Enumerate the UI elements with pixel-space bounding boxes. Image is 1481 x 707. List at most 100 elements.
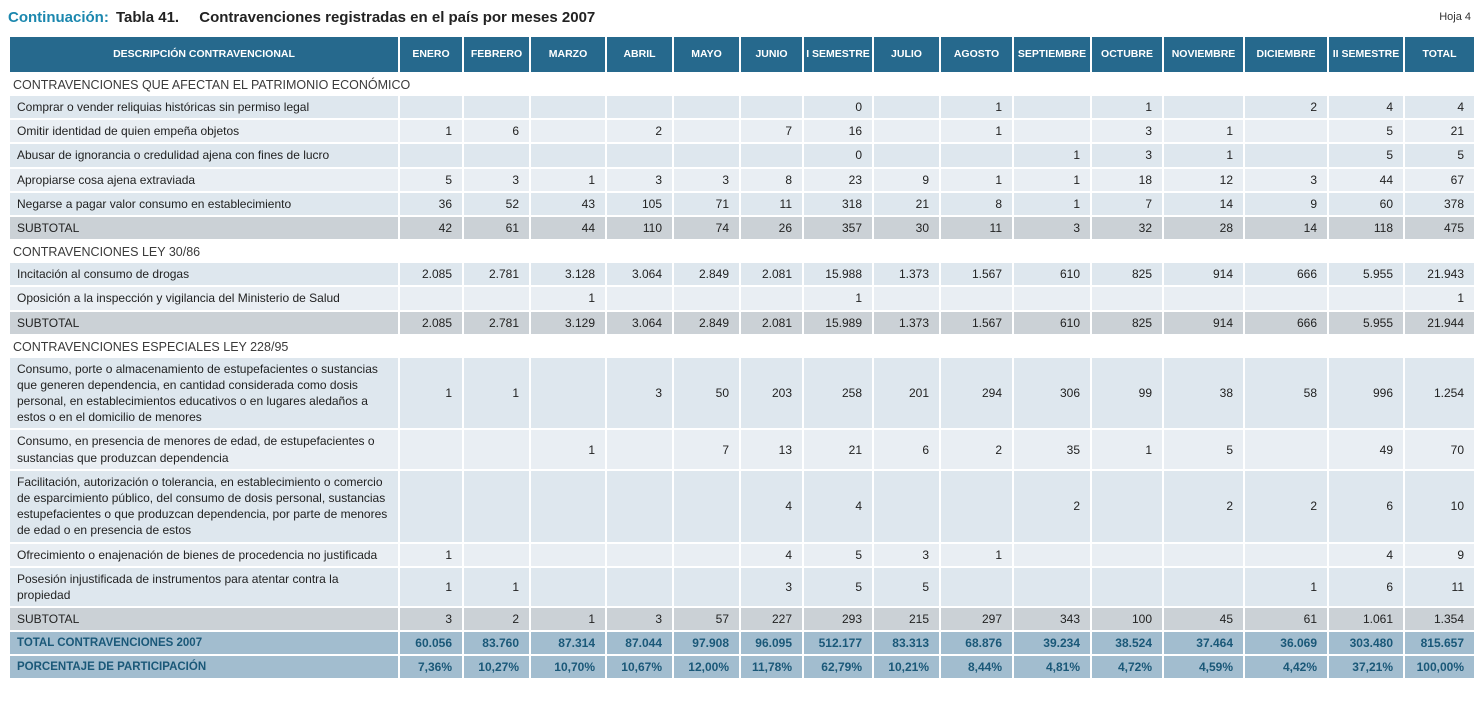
- value-cell-agosto: 8: [939, 190, 1014, 217]
- value-cell-total: 9: [1403, 541, 1476, 568]
- value-cell-i-semestre: 5: [802, 541, 874, 568]
- value-cell-febrero: 6: [462, 118, 531, 145]
- value-cell-total: 21.944: [1403, 309, 1476, 336]
- value-cell-febrero: [462, 93, 531, 121]
- value-cell-octubre: [1090, 541, 1164, 568]
- table-row: Consumo, en presencia de menores de edad…: [8, 428, 1476, 471]
- value-cell-noviembre: 14: [1162, 190, 1245, 217]
- table-row: Comprar o vender reliquias históricas si…: [8, 93, 1476, 121]
- value-cell-octubre: 18: [1090, 166, 1164, 193]
- value-cell-enero: 5: [398, 166, 464, 193]
- value-cell-octubre: 825: [1090, 261, 1164, 288]
- value-cell-noviembre: [1162, 565, 1245, 609]
- value-cell-i-semestre: 16: [802, 118, 874, 145]
- contraventions-table: DESCRIPCIÓN CONTRAVENCIONAL ENERO FEBRERO M…: [8, 35, 1476, 681]
- value-cell-enero: 1: [398, 355, 464, 431]
- column-header-noviembre: NOVIEMBRE: [1162, 35, 1245, 74]
- value-cell-total: 21.943: [1403, 261, 1476, 288]
- table-row: SUBTOTAL 3 2 1 3 57 227 293 215 297 343 100 45 61 1.06…: [8, 606, 1476, 633]
- value-cell-total: 4: [1403, 93, 1476, 121]
- value-cell-enero: 1: [398, 565, 464, 609]
- section-title: CONTRAVENCIONES LEY 30/86: [8, 239, 1476, 264]
- value-cell-marzo: 1: [529, 428, 607, 471]
- value-cell-junio: 8: [739, 166, 804, 193]
- row-label: Ofrecimiento o enajenación de bienes de …: [8, 541, 400, 568]
- column-header-julio: JULIO: [872, 35, 941, 74]
- row-label: Oposición a la inspección y vigilancia d…: [8, 285, 400, 312]
- table-row: Incitación al consumo de drogas 2.085 2.78…: [8, 261, 1476, 288]
- value-cell-diciembre: 9: [1243, 190, 1329, 217]
- value-cell-ii-semestre: 6: [1327, 468, 1405, 544]
- row-label: Abusar de ignorancia o credulidad ajena …: [8, 142, 400, 169]
- value-cell-enero: 1: [398, 541, 464, 568]
- value-cell-noviembre: [1162, 93, 1245, 121]
- value-cell-febrero: 3: [462, 166, 531, 193]
- value-cell-i-semestre: 0: [802, 93, 874, 121]
- column-header-marzo: MARZO: [529, 35, 607, 74]
- value-cell-febrero: [462, 285, 531, 312]
- value-cell-i-semestre: 15.988: [802, 261, 874, 288]
- value-cell-octubre: 3: [1090, 142, 1164, 169]
- value-cell-octubre: 38.524: [1090, 630, 1164, 657]
- value-cell-noviembre: 914: [1162, 261, 1245, 288]
- row-label: Posesión injustificada de instrumentos p…: [8, 565, 400, 609]
- value-cell-agosto: [939, 565, 1014, 609]
- value-cell-mayo: [672, 93, 741, 121]
- value-cell-i-semestre: 318: [802, 190, 874, 217]
- column-header-enero: ENERO: [398, 35, 464, 74]
- row-label: SUBTOTAL: [8, 309, 400, 336]
- value-cell-septiembre: 306: [1012, 355, 1092, 431]
- value-cell-abril: 3: [605, 166, 674, 193]
- value-cell-febrero: 83.760: [462, 630, 531, 657]
- value-cell-enero: 3: [398, 606, 464, 633]
- section-row: CONTRAVENCIONES QUE AFECTAN EL PATRIMONI…: [8, 72, 1476, 96]
- value-cell-agosto: [939, 468, 1014, 544]
- value-cell-junio: 11: [739, 190, 804, 217]
- value-cell-ii-semestre: 49: [1327, 428, 1405, 471]
- value-cell-agosto: [939, 142, 1014, 169]
- value-cell-julio: [872, 142, 941, 169]
- value-cell-junio: 4: [739, 468, 804, 544]
- value-cell-agosto: 1: [939, 166, 1014, 193]
- value-cell-ii-semestre: 4: [1327, 93, 1405, 121]
- value-cell-ii-semestre: 5: [1327, 142, 1405, 169]
- value-cell-mayo: 74: [672, 214, 741, 242]
- value-cell-total: 100,00%: [1403, 654, 1476, 681]
- value-cell-abril: [605, 142, 674, 169]
- table-row: Omitir identidad de quien empeña objetos…: [8, 118, 1476, 145]
- value-cell-noviembre: 38: [1162, 355, 1245, 431]
- value-cell-enero: 2.085: [398, 261, 464, 288]
- value-cell-mayo: 7: [672, 428, 741, 471]
- value-cell-julio: [872, 118, 941, 145]
- value-cell-marzo: 1: [529, 285, 607, 312]
- value-cell-abril: 105: [605, 190, 674, 217]
- value-cell-junio: 13: [739, 428, 804, 471]
- value-cell-diciembre: 666: [1243, 309, 1329, 336]
- value-cell-julio: [872, 93, 941, 121]
- value-cell-i-semestre: 357: [802, 214, 874, 242]
- value-cell-junio: 11,78%: [739, 654, 804, 681]
- value-cell-ii-semestre: 303.480: [1327, 630, 1405, 657]
- value-cell-diciembre: 36.069: [1243, 630, 1329, 657]
- section-row: CONTRAVENCIONES LEY 30/86: [8, 239, 1476, 264]
- value-cell-diciembre: 2: [1243, 93, 1329, 121]
- section-title: CONTRAVENCIONES QUE AFECTAN EL PATRIMONI…: [8, 72, 1476, 96]
- column-header-septiembre: SEPTIEMBRE: [1012, 35, 1092, 74]
- column-header-i-semestre: I SEMESTRE: [802, 35, 874, 74]
- value-cell-diciembre: 58: [1243, 355, 1329, 431]
- row-label: Apropiarse cosa ajena extraviada: [8, 166, 400, 193]
- value-cell-mayo: [672, 285, 741, 312]
- table-row: Facilitación, autorización o tolerancia,…: [8, 468, 1476, 544]
- table-row: Apropiarse cosa ajena extraviada 5 3 1 3 3 8 23…: [8, 166, 1476, 193]
- value-cell-octubre: 100: [1090, 606, 1164, 633]
- row-label: SUBTOTAL: [8, 606, 400, 633]
- value-cell-agosto: 1.567: [939, 309, 1014, 336]
- section-title: CONTRAVENCIONES ESPECIALES LEY 228/95: [8, 333, 1476, 358]
- value-cell-i-semestre: 5: [802, 565, 874, 609]
- value-cell-septiembre: 610: [1012, 309, 1092, 336]
- column-header-mayo: MAYO: [672, 35, 741, 74]
- value-cell-junio: [739, 93, 804, 121]
- value-cell-ii-semestre: 118: [1327, 214, 1405, 242]
- value-cell-mayo: 2.849: [672, 261, 741, 288]
- value-cell-noviembre: [1162, 285, 1245, 312]
